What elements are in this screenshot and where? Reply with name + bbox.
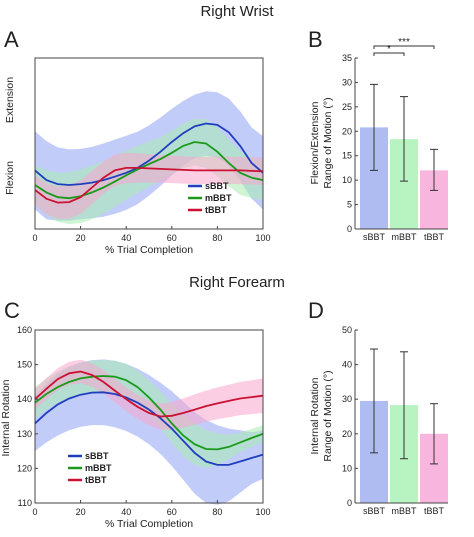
error-bars xyxy=(370,83,438,191)
band-sBBT xyxy=(35,359,263,505)
y-ticks: 110 120 130 140 150 160 xyxy=(17,325,38,508)
y-tick-label: 5 xyxy=(347,200,352,210)
significance-stars: *** xyxy=(398,37,410,48)
legend-label-sBBT: sBBT xyxy=(205,181,229,191)
mean-lines xyxy=(34,122,264,204)
x-axis-label: % Trial Completion xyxy=(105,244,193,256)
section-title-forearm: Right Forearm xyxy=(189,274,285,291)
category-label-tBBT: tBBT xyxy=(424,232,445,242)
category-label-mBBT: mBBT xyxy=(391,506,417,516)
category-label-mBBT: mBBT xyxy=(391,232,417,242)
significance-brackets: **** xyxy=(373,37,435,56)
y-axis-label: Internal Rotation xyxy=(0,379,12,456)
y-tick-label: 30 xyxy=(342,77,352,87)
y-tick-label: 0 xyxy=(347,224,352,234)
section-title-wrist: Right Wrist xyxy=(200,3,274,20)
line-sBBT xyxy=(34,391,264,466)
y-axis-label-line2: Range of Motion (°) xyxy=(322,370,334,461)
category-label-sBBT: sBBT xyxy=(363,232,386,242)
y-tick-label: 0 xyxy=(347,498,352,508)
legend-label-sBBT: sBBT xyxy=(85,451,109,461)
y-tick-label: 15 xyxy=(342,151,352,161)
y-axis-label-line1: Flexion/Extension xyxy=(309,101,321,184)
x-tick-label: 40 xyxy=(121,233,131,243)
bars xyxy=(360,127,448,229)
panel-letter-a: A xyxy=(4,27,19,52)
y-tick-label: 20 xyxy=(342,429,352,439)
x-ticks: 0 20 40 60 80 100 xyxy=(32,500,271,517)
category-labels: sBBT mBBT tBBT xyxy=(363,506,445,516)
line-sBBT xyxy=(34,122,264,186)
category-label-sBBT: sBBT xyxy=(363,506,386,516)
y-tick-label: 35 xyxy=(342,53,352,63)
category-label-tBBT: tBBT xyxy=(424,506,445,516)
y-axis-label-line2: Range of Motion (°) xyxy=(322,97,334,188)
plot-frame xyxy=(34,57,264,230)
y-tick-label: 20 xyxy=(342,126,352,136)
y-tick-label: 50 xyxy=(342,325,352,335)
category-labels: sBBT mBBT tBBT xyxy=(363,232,445,242)
forearm-rom-bar-chart: 0 10 20 30 40 50 sBBT mBBT tBBT Internal Rotati… xyxy=(309,325,448,516)
y-tick-label: 110 xyxy=(18,498,32,508)
bars xyxy=(360,400,448,503)
y-tick-label: 120 xyxy=(17,463,32,473)
y-tick-label: 140 xyxy=(17,394,32,404)
x-tick-label: 60 xyxy=(167,507,177,517)
x-ticks: 0 20 40 60 80 100 xyxy=(32,226,271,243)
significance-bracket xyxy=(373,45,435,49)
forearm-time-series-chart: 0 20 40 60 80 100 110 120 130 140 150 160 % Trial … xyxy=(0,325,271,530)
y-ticks: 0 5 10 15 20 25 30 35 xyxy=(342,53,358,234)
x-tick-label: 0 xyxy=(32,507,37,517)
x-tick-label: 40 xyxy=(121,507,131,517)
wrist-time-series-chart: 0 20 40 60 80 100 % Trial Completion Extensio… xyxy=(4,57,271,256)
legend-label-mBBT: mBBT xyxy=(205,193,232,203)
mean-lines xyxy=(34,370,264,466)
y-tick-label: 130 xyxy=(17,429,32,439)
x-tick-label: 100 xyxy=(255,507,270,517)
band-tBBT xyxy=(35,152,263,219)
x-tick-label: 20 xyxy=(76,507,86,517)
x-tick-label: 60 xyxy=(167,233,177,243)
y-tick-label: 25 xyxy=(342,102,352,112)
line-tBBT xyxy=(34,166,264,204)
y-ticks: 0 10 20 30 40 50 xyxy=(342,325,358,508)
legend: sBBT mBBT tBBT xyxy=(68,451,112,485)
y-axis-label-extension: Extension xyxy=(4,77,16,123)
x-tick-label: 20 xyxy=(76,233,86,243)
significance-bracket xyxy=(373,52,405,56)
y-tick-label: 40 xyxy=(342,360,352,370)
x-axis-label: % Trial Completion xyxy=(105,518,193,530)
panel-letter-d: D xyxy=(308,298,324,323)
y-tick-label: 10 xyxy=(342,463,352,473)
y-tick-label: 160 xyxy=(17,325,32,335)
legend-label-tBBT: tBBT xyxy=(85,475,107,485)
significance-stars: * xyxy=(387,44,391,55)
y-axis-label-line1: Internal Rotation xyxy=(309,377,321,454)
legend: sBBT mBBT tBBT xyxy=(188,181,232,215)
plot-frame xyxy=(34,329,264,504)
legend-label-mBBT: mBBT xyxy=(85,463,112,473)
panel-letter-c: C xyxy=(4,298,20,323)
x-tick-label: 0 xyxy=(32,233,37,243)
y-tick-label: 10 xyxy=(342,175,352,185)
line-tBBT xyxy=(34,370,264,418)
error-bars xyxy=(370,348,438,465)
x-tick-label: 80 xyxy=(212,507,222,517)
y-tick-label: 150 xyxy=(17,360,32,370)
y-axis-label-flexion: Flexion xyxy=(4,161,16,195)
y-tick-label: 30 xyxy=(342,394,352,404)
line-mBBT xyxy=(34,375,264,451)
x-tick-label: 80 xyxy=(212,233,222,243)
legend-label-tBBT: tBBT xyxy=(205,205,227,215)
x-tick-label: 100 xyxy=(255,233,270,243)
variability-bands xyxy=(35,91,263,225)
line-mBBT xyxy=(34,141,264,200)
panel-letter-b: B xyxy=(308,27,323,52)
